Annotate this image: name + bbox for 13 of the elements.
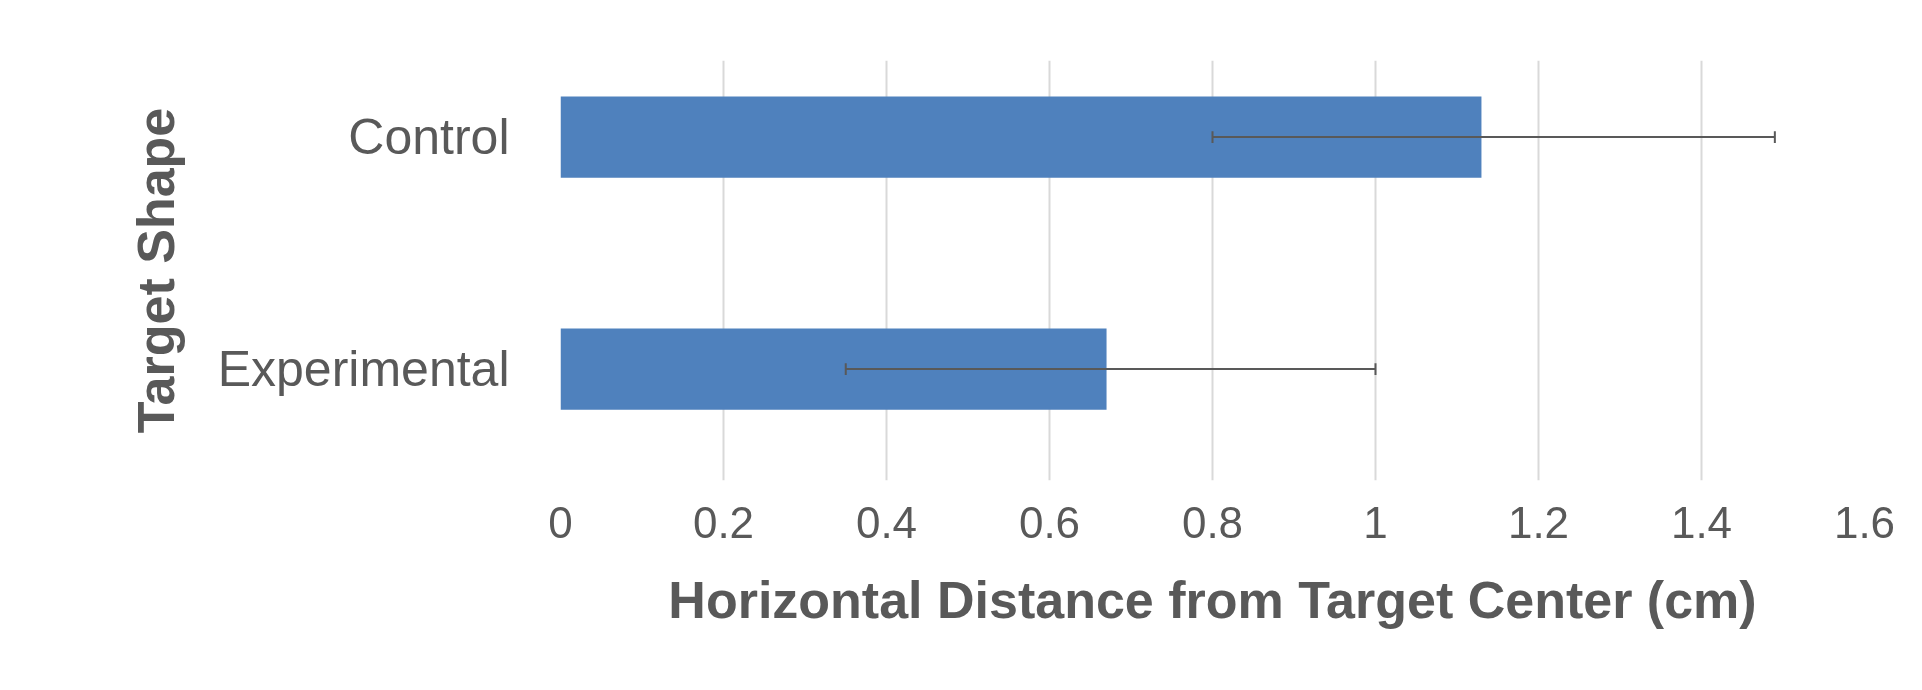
y-tick-label: Control	[348, 109, 510, 166]
y-axis-title: Target Shape	[126, 107, 185, 434]
x-tick-label: 1.6	[1833, 497, 1896, 547]
x-tick-label: 1.2	[1507, 497, 1570, 547]
x-tick-label: 0.4	[855, 497, 918, 547]
x-tick-label: 1.4	[1670, 497, 1733, 547]
y-tick-label: Experimental	[217, 341, 510, 398]
x-tick-label: 1	[1363, 497, 1388, 547]
x-tick-label: 0.8	[1181, 497, 1244, 547]
x-tick-label: 0	[548, 497, 573, 547]
x-tick-label: 0.2	[692, 497, 755, 547]
x-axis-title: Horizontal Distance from Target Center (cm)	[668, 570, 1757, 629]
x-tick-label: 0.6	[1018, 497, 1081, 547]
